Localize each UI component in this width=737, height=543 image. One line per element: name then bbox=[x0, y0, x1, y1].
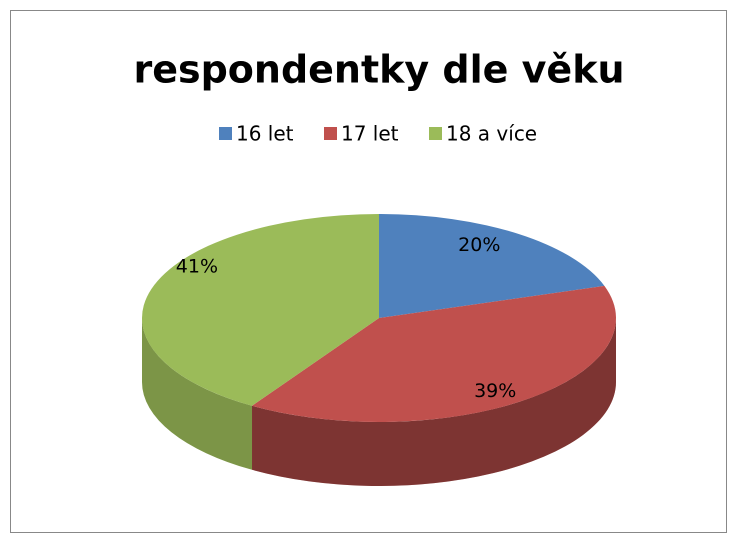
legend-swatch bbox=[324, 127, 337, 140]
data-label: 20% bbox=[458, 234, 500, 256]
legend-label: 17 let bbox=[341, 122, 399, 146]
legend-swatch bbox=[429, 127, 442, 140]
slice-side-shade bbox=[252, 318, 617, 486]
chart-title: respondentky dle věku bbox=[133, 48, 624, 92]
slice bbox=[379, 214, 605, 318]
legend-swatch bbox=[219, 127, 232, 140]
legend-label: 16 let bbox=[236, 122, 294, 146]
data-label: 41% bbox=[176, 255, 218, 277]
slice-side bbox=[252, 318, 617, 486]
slice-side-shade bbox=[142, 318, 253, 470]
data-label: 39% bbox=[474, 380, 516, 402]
slice bbox=[252, 285, 616, 422]
slice-side bbox=[142, 318, 253, 470]
slice bbox=[141, 214, 379, 406]
legend-label: 18 a více bbox=[446, 122, 537, 146]
